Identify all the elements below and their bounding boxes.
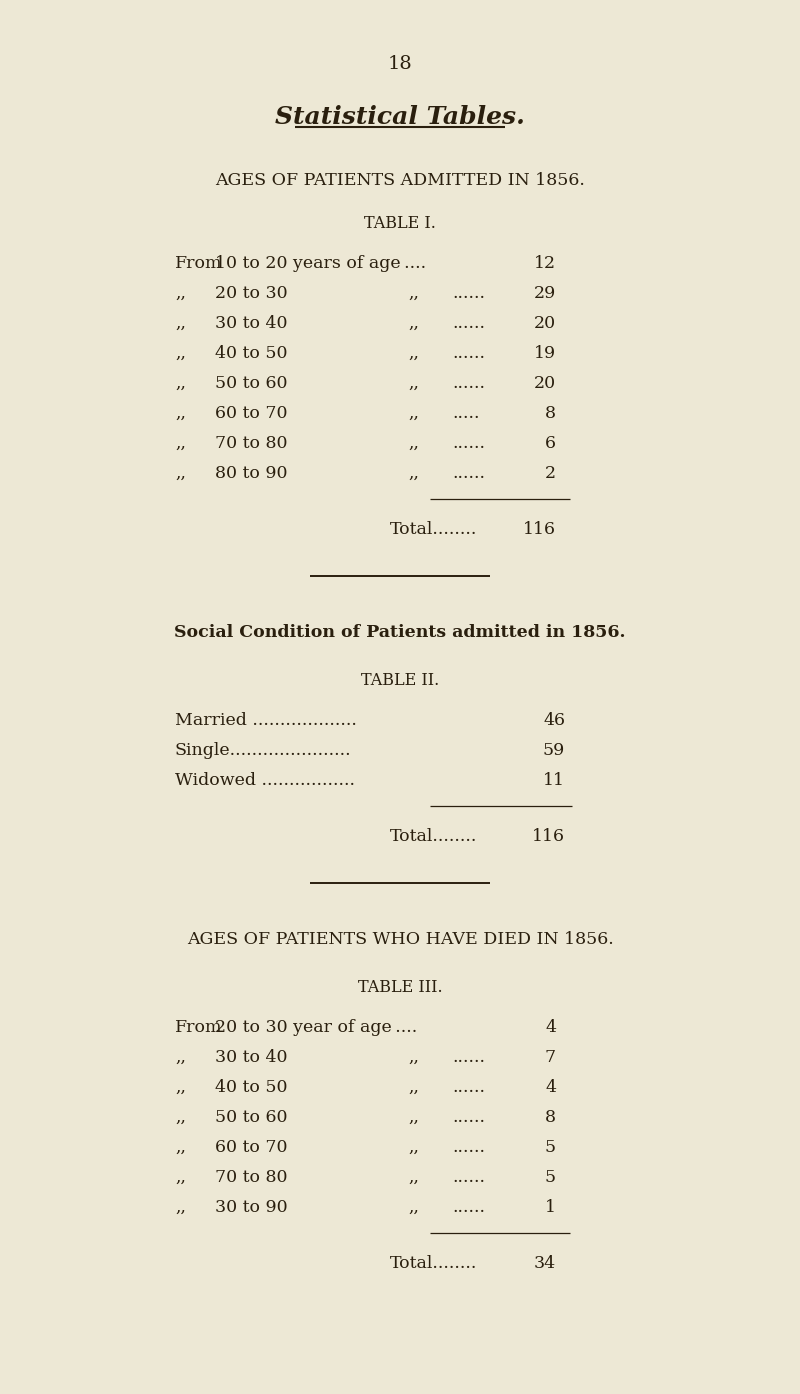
Text: ,,: ,, (408, 344, 419, 362)
Text: ......: ...... (452, 1170, 485, 1186)
Text: 116: 116 (532, 828, 565, 845)
Text: 40 to 50: 40 to 50 (215, 1079, 287, 1096)
Text: 20 to 30 year of age ....: 20 to 30 year of age .... (215, 1019, 418, 1036)
Text: 11: 11 (543, 772, 565, 789)
Text: 50 to 60: 50 to 60 (215, 375, 287, 392)
Text: 18: 18 (388, 54, 412, 72)
Text: 50 to 60: 50 to 60 (215, 1110, 287, 1126)
Text: 5: 5 (545, 1170, 556, 1186)
Text: Married ...................: Married ................... (175, 712, 357, 729)
Text: TABLE II.: TABLE II. (361, 672, 439, 689)
Text: ,,: ,, (175, 1110, 186, 1126)
Text: 2: 2 (545, 466, 556, 482)
Text: ......: ...... (452, 344, 485, 362)
Text: ......: ...... (452, 466, 485, 482)
Text: 46: 46 (543, 712, 565, 729)
Text: 8: 8 (545, 1110, 556, 1126)
Text: TABLE III.: TABLE III. (358, 979, 442, 995)
Text: ,,: ,, (408, 1170, 419, 1186)
Text: 34: 34 (534, 1255, 556, 1271)
Text: 4: 4 (545, 1019, 556, 1036)
Text: From: From (175, 255, 222, 272)
Text: ......: ...... (452, 1050, 485, 1066)
Text: ......: ...... (452, 1139, 485, 1156)
Text: ,,: ,, (175, 315, 186, 332)
Text: ,,: ,, (175, 375, 186, 392)
Text: From: From (175, 1019, 222, 1036)
Text: 1: 1 (545, 1199, 556, 1216)
Text: ......: ...... (452, 284, 485, 302)
Text: ,,: ,, (408, 1110, 419, 1126)
Text: 30 to 40: 30 to 40 (215, 315, 287, 332)
Text: 60 to 70: 60 to 70 (215, 1139, 287, 1156)
Text: ,,: ,, (408, 1139, 419, 1156)
Text: 70 to 80: 70 to 80 (215, 435, 287, 452)
Text: ......: ...... (452, 315, 485, 332)
Text: ,,: ,, (408, 466, 419, 482)
Text: Total........: Total........ (390, 521, 478, 538)
Text: Total........: Total........ (390, 1255, 478, 1271)
Text: 59: 59 (542, 742, 565, 758)
Text: 19: 19 (534, 344, 556, 362)
Text: ,,: ,, (175, 344, 186, 362)
Text: ,,: ,, (175, 1170, 186, 1186)
Text: Statistical Tables.: Statistical Tables. (275, 105, 525, 130)
Text: ,,: ,, (175, 284, 186, 302)
Text: ,,: ,, (175, 1079, 186, 1096)
Text: 80 to 90: 80 to 90 (215, 466, 287, 482)
Text: .....: ..... (452, 406, 479, 422)
Text: Widowed .................: Widowed ................. (175, 772, 355, 789)
Text: ,,: ,, (408, 1079, 419, 1096)
Text: 40 to 50: 40 to 50 (215, 344, 287, 362)
Text: ......: ...... (452, 1199, 485, 1216)
Text: ,,: ,, (408, 315, 419, 332)
Text: 20: 20 (534, 375, 556, 392)
Text: 20 to 30: 20 to 30 (215, 284, 288, 302)
Text: 30 to 90: 30 to 90 (215, 1199, 288, 1216)
Text: 7: 7 (545, 1050, 556, 1066)
Text: ,,: ,, (408, 406, 419, 422)
Text: Single......................: Single...................... (175, 742, 352, 758)
Text: Total........: Total........ (390, 828, 478, 845)
Text: AGES OF PATIENTS WHO HAVE DIED IN 1856.: AGES OF PATIENTS WHO HAVE DIED IN 1856. (186, 931, 614, 948)
Text: ......: ...... (452, 435, 485, 452)
Text: 4: 4 (545, 1079, 556, 1096)
Text: ......: ...... (452, 375, 485, 392)
Text: ,,: ,, (408, 1050, 419, 1066)
Text: 60 to 70: 60 to 70 (215, 406, 287, 422)
Text: ,,: ,, (175, 466, 186, 482)
Text: ,,: ,, (408, 435, 419, 452)
Text: 12: 12 (534, 255, 556, 272)
Text: ,,: ,, (175, 406, 186, 422)
Text: ,,: ,, (175, 1199, 186, 1216)
Text: 8: 8 (545, 406, 556, 422)
Text: 20: 20 (534, 315, 556, 332)
Text: ,,: ,, (175, 435, 186, 452)
Text: 29: 29 (534, 284, 556, 302)
Text: Social Condition of Patients admitted in 1856.: Social Condition of Patients admitted in… (174, 625, 626, 641)
Text: ,,: ,, (408, 284, 419, 302)
Text: 5: 5 (545, 1139, 556, 1156)
Text: TABLE I.: TABLE I. (364, 215, 436, 231)
Text: 30 to 40: 30 to 40 (215, 1050, 287, 1066)
Text: ,,: ,, (175, 1050, 186, 1066)
Text: ......: ...... (452, 1079, 485, 1096)
Text: ......: ...... (452, 1110, 485, 1126)
Text: ,,: ,, (408, 1199, 419, 1216)
Text: 6: 6 (545, 435, 556, 452)
Text: 10 to 20 years of age ....: 10 to 20 years of age .... (215, 255, 426, 272)
Text: ,,: ,, (175, 1139, 186, 1156)
Text: AGES OF PATIENTS ADMITTED IN 1856.: AGES OF PATIENTS ADMITTED IN 1856. (215, 171, 585, 190)
Text: ,,: ,, (408, 375, 419, 392)
Text: 70 to 80: 70 to 80 (215, 1170, 287, 1186)
Text: 116: 116 (523, 521, 556, 538)
